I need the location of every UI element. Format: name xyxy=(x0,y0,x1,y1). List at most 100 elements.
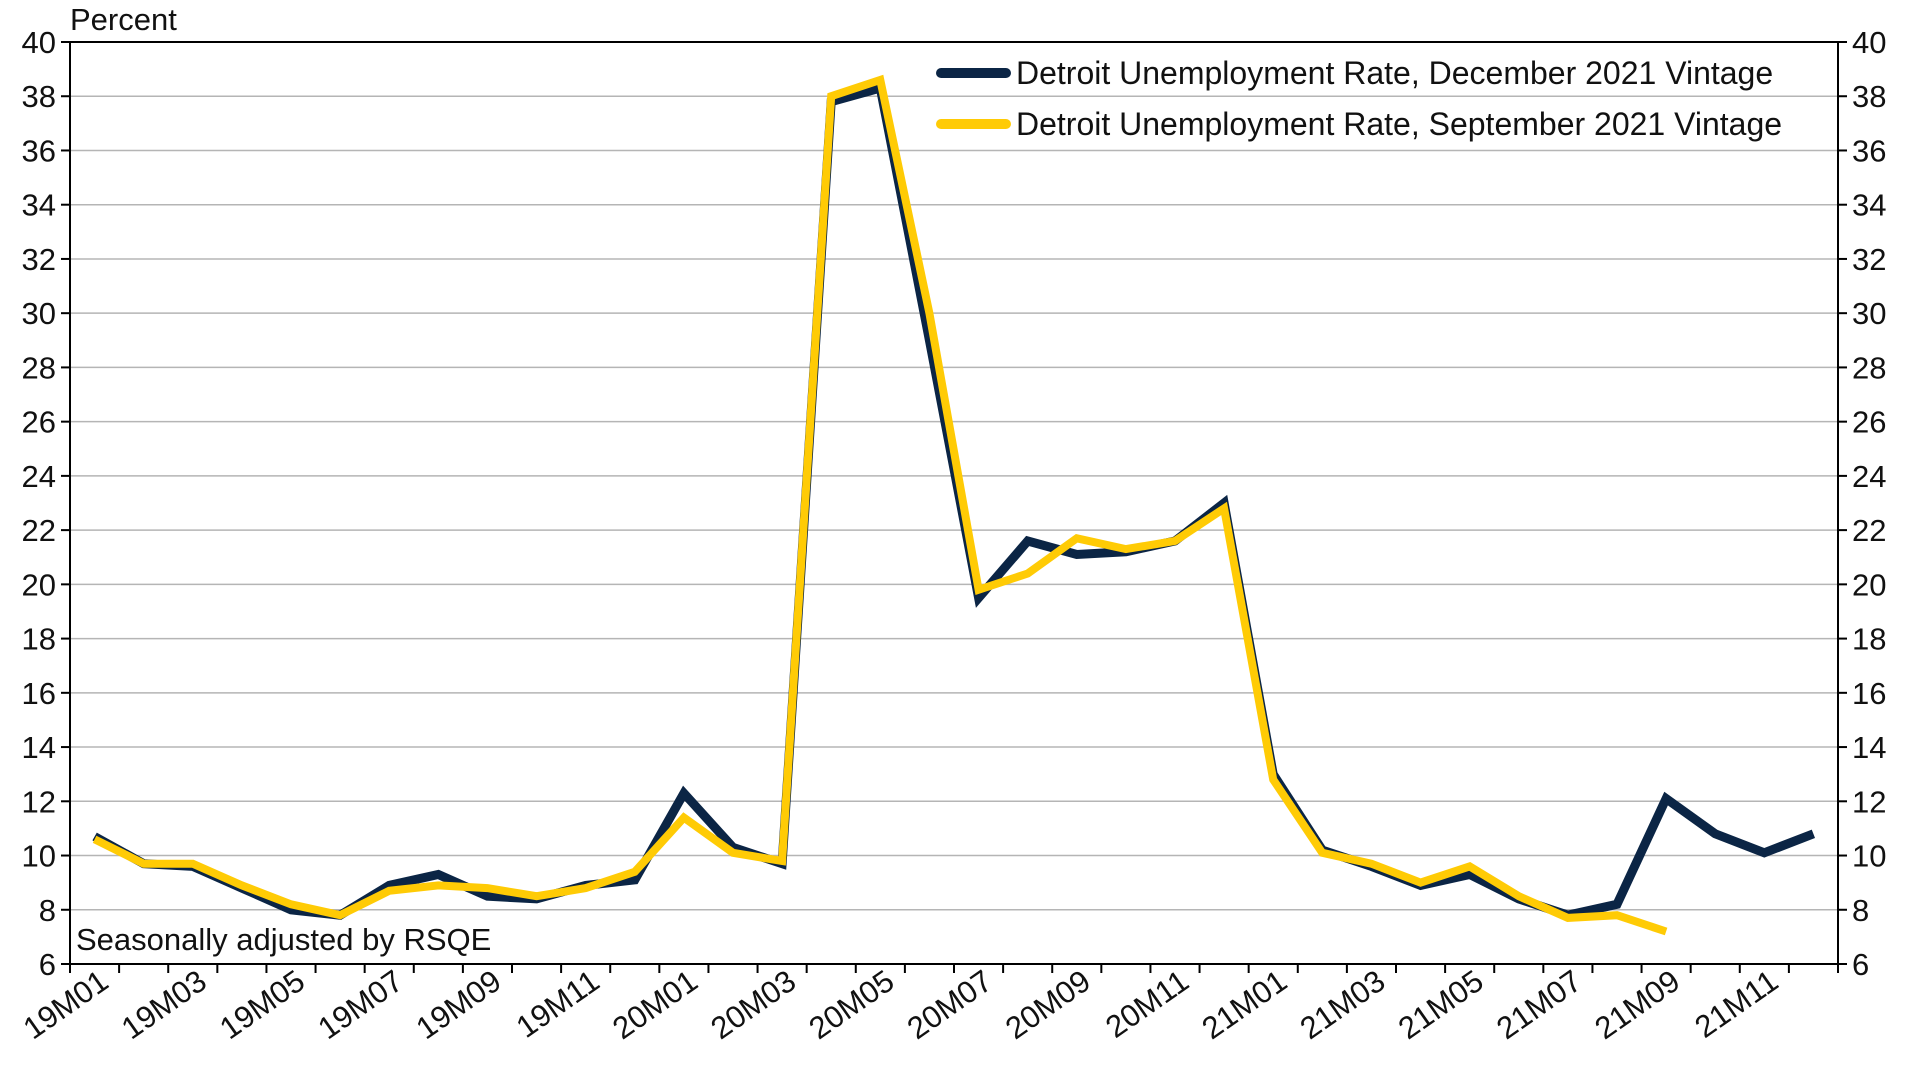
data-point-september-vintage xyxy=(1125,548,1127,550)
y-tick-label-right: 22 xyxy=(1852,513,1886,548)
seasonal-adjustment-note: Seasonally adjusted by RSQE xyxy=(76,922,491,957)
y-tick-label-right: 26 xyxy=(1852,405,1886,440)
y-tick-label: 16 xyxy=(22,676,56,711)
y-tick-label-right: 8 xyxy=(1852,893,1869,928)
y-tick-label-right: 12 xyxy=(1852,784,1886,819)
data-point-september-vintage xyxy=(388,890,390,892)
data-point-december-vintage xyxy=(388,884,390,886)
x-tick-label: 20M07 xyxy=(901,963,999,1046)
x-tick-label: 19M01 xyxy=(17,963,115,1046)
data-point-december-vintage xyxy=(978,597,980,599)
data-point-december-vintage xyxy=(1763,852,1765,854)
x-tick-label: 20M11 xyxy=(1099,963,1195,1045)
y-tick-label-right: 36 xyxy=(1852,133,1886,168)
y-unit-label: Percent xyxy=(70,2,177,37)
y-tick-label: 18 xyxy=(22,622,56,657)
data-point-december-vintage xyxy=(1469,874,1471,876)
data-point-september-vintage xyxy=(143,863,145,865)
data-point-september-vintage xyxy=(1321,852,1323,854)
y-tick-label-right: 34 xyxy=(1852,188,1886,223)
y-tick-label: 26 xyxy=(22,405,56,440)
y-tick-label-right: 24 xyxy=(1852,459,1886,494)
data-point-september-vintage xyxy=(978,589,980,591)
data-point-december-vintage xyxy=(1027,540,1029,542)
data-point-september-vintage xyxy=(241,884,243,886)
x-tick-label: 21M03 xyxy=(1294,963,1392,1046)
y-tick-label: 14 xyxy=(22,730,56,765)
x-tick-label: 21M05 xyxy=(1392,963,1490,1046)
data-point-december-vintage xyxy=(634,879,636,881)
legend-label-september-vintage: Detroit Unemployment Rate, September 202… xyxy=(1016,106,1782,142)
data-point-september-vintage xyxy=(1567,917,1569,919)
data-point-december-vintage xyxy=(290,909,292,911)
right-y-axis: 6 8 10 12 14 16 18 20 22 24 26 28 30 32 34 36 38 40 xyxy=(1838,25,1886,982)
y-tick-label-right: 14 xyxy=(1852,730,1886,765)
y-tick-label: 20 xyxy=(22,567,56,602)
data-point-september-vintage xyxy=(781,860,783,862)
data-point-september-vintage xyxy=(1272,779,1274,781)
y-tick-label-right: 28 xyxy=(1852,350,1886,385)
y-tick-label: 6 xyxy=(39,947,56,982)
x-tick-label: 21M09 xyxy=(1588,963,1686,1046)
gridlines xyxy=(70,95,1838,911)
data-point-september-vintage xyxy=(1223,507,1225,509)
legend: Detroit Unemployment Rate, December 2021… xyxy=(936,55,1782,142)
data-point-september-vintage xyxy=(1665,930,1667,932)
y-tick-label-right: 18 xyxy=(1852,622,1886,657)
x-tick-label: 20M03 xyxy=(704,963,802,1046)
y-tick-label: 28 xyxy=(22,350,56,385)
data-point-september-vintage xyxy=(94,838,96,840)
data-point-december-vintage xyxy=(437,874,439,876)
y-tick-label-right: 16 xyxy=(1852,676,1886,711)
x-tick-label: 21M07 xyxy=(1490,963,1588,1046)
data-point-september-vintage xyxy=(928,312,930,314)
data-point-september-vintage xyxy=(1370,863,1372,865)
plot-frame xyxy=(69,41,1839,965)
data-point-december-vintage xyxy=(486,895,488,897)
data-point-september-vintage xyxy=(192,863,194,865)
data-point-september-vintage xyxy=(634,871,636,873)
data-point-december-vintage xyxy=(683,792,685,794)
y-tick-label-right: 32 xyxy=(1852,242,1886,277)
data-point-september-vintage xyxy=(683,817,685,819)
data-point-september-vintage xyxy=(879,79,881,81)
series-line-december-vintage xyxy=(92,82,1816,920)
data-point-september-vintage xyxy=(1616,914,1618,916)
data-point-december-vintage xyxy=(1665,798,1667,800)
x-tick-label: 19M05 xyxy=(213,963,311,1046)
y-tick-label: 22 xyxy=(22,513,56,548)
data-point-december-vintage xyxy=(1076,554,1078,556)
x-tick-label: 19M07 xyxy=(312,963,410,1046)
y-tick-label: 34 xyxy=(22,188,56,223)
y-tick-label: 12 xyxy=(22,784,56,819)
y-tick-label-right: 38 xyxy=(1852,79,1886,114)
data-point-september-vintage xyxy=(437,884,439,886)
y-tick-label-right: 30 xyxy=(1852,296,1886,331)
y-tick-label: 38 xyxy=(22,79,56,114)
data-point-december-vintage xyxy=(1714,833,1716,835)
data-point-september-vintage xyxy=(1027,573,1029,575)
y-tick-label: 8 xyxy=(39,893,56,928)
data-point-september-vintage xyxy=(339,914,341,916)
y-tick-label-right: 10 xyxy=(1852,839,1886,874)
data-point-september-vintage xyxy=(290,903,292,905)
series-line-september-vintage xyxy=(92,74,1668,936)
data-point-september-vintage xyxy=(585,887,587,889)
x-tick-label: 21M01 xyxy=(1196,963,1294,1046)
data-point-september-vintage xyxy=(1518,895,1520,897)
y-tick-label: 24 xyxy=(22,459,56,494)
data-point-september-vintage xyxy=(1174,540,1176,542)
data-point-september-vintage xyxy=(1420,882,1422,884)
x-tick-label: 19M03 xyxy=(115,963,213,1046)
legend-label-december-vintage: Detroit Unemployment Rate, December 2021… xyxy=(1016,55,1773,91)
data-point-december-vintage xyxy=(1812,833,1814,835)
x-tick-label: 20M09 xyxy=(999,963,1097,1046)
data-point-december-vintage xyxy=(1616,903,1618,905)
data-point-september-vintage xyxy=(830,95,832,97)
data-point-september-vintage xyxy=(1076,537,1078,539)
y-tick-label: 10 xyxy=(22,839,56,874)
y-tick-label-right: 40 xyxy=(1852,25,1886,60)
left-y-axis: 6 8 10 12 14 16 18 20 22 24 26 28 30 32 34 36 38 40 xyxy=(22,25,70,982)
x-tick-label: 20M01 xyxy=(606,963,704,1046)
